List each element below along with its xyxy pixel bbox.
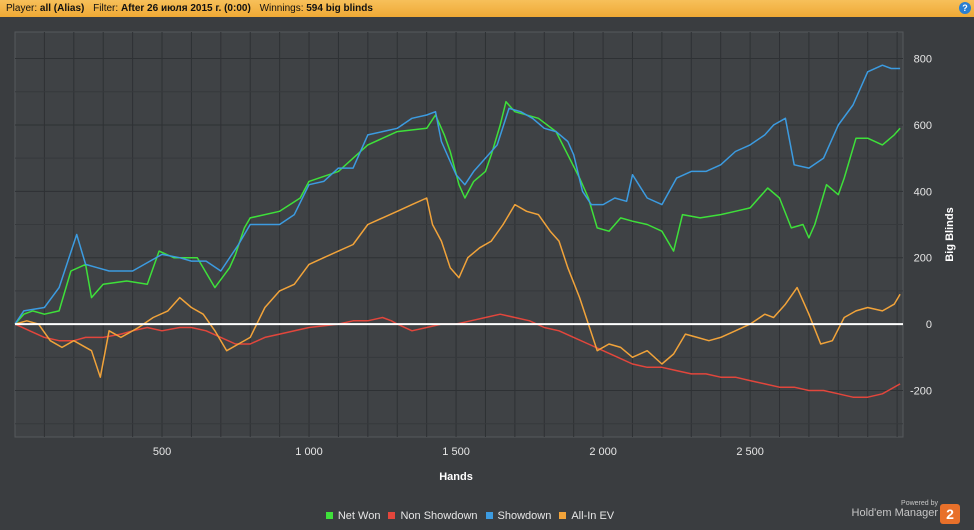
winnings-label: Winnings: [259,3,304,14]
y-tick-label: 200 [914,253,932,265]
legend-item[interactable]: Net Won [325,510,381,522]
x-tick-label: 1 500 [442,446,470,458]
series-line-showdown [14,64,901,325]
legend-item[interactable]: Showdown [485,510,552,522]
filter-value: After 26 июля 2015 г. (0:00) [120,3,251,14]
x-tick-label: 2 000 [589,446,617,458]
legend-label: All-In EV [571,510,615,522]
legend-label: Non Showdown [400,510,478,522]
series-line-net-won [14,100,901,325]
series-line-non-showdown [14,313,901,398]
x-tick-label: 2 500 [736,446,764,458]
legend-swatch [485,512,493,519]
y-tick-label: 0 [926,319,932,331]
filter-bar: Player: all (Alias) Filter: After 26 июл… [0,0,974,17]
filter-label: Filter: [93,3,119,14]
help-icon[interactable]: ? [959,2,971,14]
winnings-value: 594 big blinds [306,3,373,14]
x-tick-label: 1 000 [295,446,323,458]
x-axis-title: Hands [439,471,473,483]
chart-legend: Net Won Non Showdown Showdown All-In EV [0,510,940,522]
legend-item[interactable]: All-In EV [559,510,614,522]
legend-swatch [559,512,567,519]
y-tick-label: 600 [914,120,932,132]
player-value: all (Alias) [39,3,85,14]
legend-item[interactable]: Non Showdown [388,510,478,522]
hm2-logo-icon: 2 [940,504,960,524]
winnings-chart: 500 1 000 1 500 2 000 2 500 -200 0 200 400 600 800… [14,31,956,483]
brand-block: Powered by Hold'em Manager [852,500,938,519]
brand-name: Hold'em Manager [851,507,938,519]
powered-by-text: Powered by [901,500,938,507]
legend-swatch [325,512,333,519]
y-tick-label: -200 [910,386,932,398]
y-axis-title: Big Blinds [944,207,956,261]
legend-label: Showdown [497,510,552,522]
player-label: Player: [6,3,38,14]
y-tick-label: 800 [914,54,932,66]
x-tick-label: 500 [153,446,171,458]
legend-swatch [388,512,396,519]
legend-label: Net Won [337,510,381,522]
series-line-all-in-ev [14,197,901,378]
plot-area [14,31,904,438]
y-tick-label: 400 [914,186,932,198]
